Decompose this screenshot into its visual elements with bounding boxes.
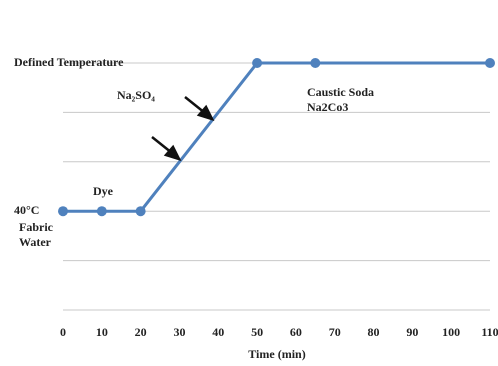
marker (310, 58, 321, 68)
x-tick-label: 110 (481, 325, 498, 339)
x-tick-label: 50 (251, 325, 263, 339)
annotation: Water (19, 235, 52, 249)
line (63, 61, 490, 213)
annotation: Na2Co3 (307, 100, 348, 114)
arrows (151, 96, 215, 162)
x-tick-label: 10 (96, 325, 108, 339)
x-tick-label: 60 (290, 325, 302, 339)
marker (252, 58, 263, 68)
marker (485, 58, 495, 68)
x-axis-label: Time (min) (248, 347, 305, 361)
arrow-head (196, 104, 215, 122)
marker (96, 206, 107, 217)
plot: 40°C Defined Temperature 0 10 20 30 40 50 60 70 80… (14, 55, 498, 339)
x-tick-label: 100 (442, 325, 460, 339)
x-tick-label: 0 (60, 325, 66, 339)
x-tick-label: 30 (173, 325, 185, 339)
annotation: Dye (93, 184, 114, 198)
x-tick-label: 40 (212, 325, 224, 339)
annotation: Caustic Soda (307, 85, 374, 99)
y-tick-label: Defined Temperature (14, 55, 124, 69)
annotation: Fabric (19, 220, 54, 234)
arrow-head (163, 144, 182, 162)
x-tick-label: 90 (406, 325, 418, 339)
x-tick-label: 80 (368, 325, 380, 339)
marker (135, 206, 146, 217)
marker (58, 206, 68, 217)
y-tick-label: 40°C (14, 203, 39, 217)
x-tick-label: 20 (135, 325, 147, 339)
annotation: Na₂SO₄ (117, 88, 155, 102)
x-tick-label: 70 (329, 325, 341, 339)
